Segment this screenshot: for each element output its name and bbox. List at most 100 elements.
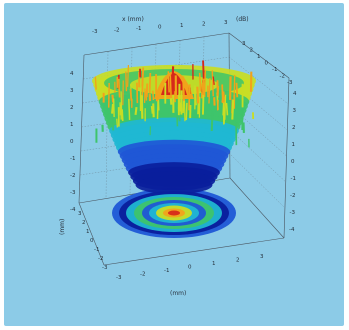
z-tick-right: 2 [292,125,296,131]
x-tick-bottom: 1 [212,261,216,267]
y-tick-right: 2 [250,48,254,54]
surface-spike [185,102,188,121]
z-tick-left: -2 [70,173,75,179]
x-tick-bottom: -1 [164,268,169,274]
surface-band [135,175,213,195]
grid-line [228,56,289,105]
x-tick-bottom: -3 [116,275,122,281]
y-tick-right: -3 [287,80,293,86]
y-tick-left: 0 [90,238,94,244]
surface-spike [167,71,170,93]
z-tick-right: 0 [291,159,295,165]
y-tick-left: 1 [86,229,90,235]
surface-spike [210,111,214,132]
surface-spike [152,90,155,101]
surface-spike [156,90,160,101]
z-tick-right: -1 [291,176,296,182]
y-axis-label: (mm) [59,219,66,235]
z-tick-right: 3 [293,108,297,114]
x-tick-bottom: 3 [260,254,264,260]
surface-spike [241,107,244,130]
surface-spike [129,88,133,101]
x-tick-top: -2 [114,28,119,34]
z-tick-right: 4 [293,91,297,97]
y-tick-right: 1 [257,54,261,60]
surface-spike [127,64,130,87]
z-tick-left: 2 [70,105,74,111]
surface-spike [128,98,131,120]
surface-spike [150,105,154,114]
grid-line [228,128,286,183]
surface-spike [148,72,152,94]
x-tick-top: 3 [224,20,228,26]
x-tick-top: -3 [92,29,98,35]
surface-spike [202,78,205,96]
surface-spike [202,60,205,79]
surface-spike [235,82,239,98]
x-tick-top: 2 [202,22,206,28]
surface-spike [116,118,119,128]
z-tick-left: 0 [70,139,74,145]
surface-spike [176,109,179,127]
surface-spike [169,98,173,105]
surface-spike [225,102,229,116]
y-tick-right: 3 [242,41,246,47]
grid-line [80,128,230,152]
surface-spike [221,84,224,104]
y-tick-right: -1 [272,67,277,73]
y-tick-left: 3 [78,211,82,217]
x-axis-label: (mm) [170,290,186,297]
surface-spike [193,87,197,106]
surface-spike [117,78,121,98]
x-tick-top: 0 [158,25,162,31]
surface-spike [152,103,155,118]
surface-spike [224,94,227,120]
surface-spike [233,74,236,100]
surface-spike [134,106,138,116]
surface-spike [196,86,200,104]
z-tick-left: -4 [70,207,76,213]
chart-figure: -3 -2 -1 0 1 2 3 3 2 1 0 -1 -2 -3 4 3 2 1 0 -1 -2 -3 -4 4 3 2 1 0 -1… [4,3,344,326]
tick-labels: -3 -2 -1 0 1 2 33210-1-2-343210-1-2-3-443210-1… [70,20,297,281]
surface-spike [140,95,144,119]
z-tick-left: 3 [70,88,74,94]
y-tick-left: 2 [82,220,86,226]
surface-spike [231,99,235,120]
surface-spike [211,70,214,97]
y-tick-left: -3 [102,265,108,271]
y-tick-left: -1 [94,247,99,253]
top-axis-label: x (mm) [122,16,144,23]
x-tick-bottom: 2 [236,258,240,264]
y-tick-right: 0 [265,61,269,67]
surface-spike [141,67,145,87]
y-tick-left: -2 [98,256,103,262]
grid-line [228,152,286,209]
surface-spike [212,76,215,85]
unit-label: (dB) [236,16,249,23]
z-tick-left: 1 [70,122,74,128]
surface-spike [201,94,205,115]
surface-spike [125,71,128,92]
z-tick-right: -2 [290,193,295,199]
z-tick-left: -3 [70,190,76,196]
z-tick-left: 4 [70,71,74,77]
surface-spike [169,75,172,100]
surface-spike [171,66,175,88]
surface-spike [94,76,97,90]
z-tick-right: -4 [289,227,295,233]
x-tick-bottom: -2 [140,272,145,278]
z-tick-right: 1 [292,142,296,148]
surface-spike [188,84,191,111]
surface-spike [182,76,185,101]
central-peak [161,73,187,95]
projection-rings [112,188,236,238]
surface-spike [208,77,211,104]
y-tick-right: -2 [280,74,285,80]
surface-spike [216,99,219,111]
x-tick-top: 1 [180,23,184,29]
surface-spike [198,72,202,92]
z-tick-left: -1 [70,156,75,162]
surface-spike [120,91,123,116]
surface-spike [145,91,148,101]
surface-plot: -3 -2 -1 0 1 2 33210-1-2-343210-1-2-3-443210-1… [59,16,297,297]
